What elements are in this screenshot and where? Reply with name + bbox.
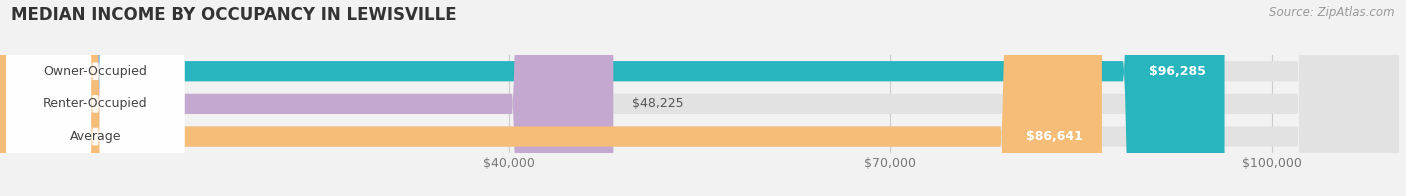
- Text: Owner-Occupied: Owner-Occupied: [44, 65, 148, 78]
- FancyBboxPatch shape: [7, 0, 184, 196]
- FancyBboxPatch shape: [7, 0, 184, 196]
- Text: Average: Average: [70, 130, 121, 143]
- Text: $48,225: $48,225: [633, 97, 685, 110]
- Text: Source: ZipAtlas.com: Source: ZipAtlas.com: [1270, 6, 1395, 19]
- FancyBboxPatch shape: [0, 0, 613, 196]
- FancyBboxPatch shape: [0, 0, 1102, 196]
- Text: Renter-Occupied: Renter-Occupied: [44, 97, 148, 110]
- FancyBboxPatch shape: [7, 0, 184, 196]
- Text: $86,641: $86,641: [1026, 130, 1083, 143]
- Text: MEDIAN INCOME BY OCCUPANCY IN LEWISVILLE: MEDIAN INCOME BY OCCUPANCY IN LEWISVILLE: [11, 6, 457, 24]
- FancyBboxPatch shape: [0, 0, 1225, 196]
- Text: $96,285: $96,285: [1149, 65, 1205, 78]
